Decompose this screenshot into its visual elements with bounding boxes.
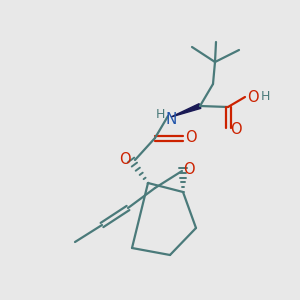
Text: N: N	[165, 112, 177, 128]
Polygon shape	[171, 104, 201, 117]
Text: O: O	[185, 130, 197, 146]
Text: H: H	[155, 107, 165, 121]
Text: H: H	[260, 91, 270, 103]
Text: O: O	[183, 163, 195, 178]
Text: O: O	[230, 122, 242, 137]
Text: O: O	[247, 89, 259, 104]
Text: O: O	[119, 152, 131, 167]
